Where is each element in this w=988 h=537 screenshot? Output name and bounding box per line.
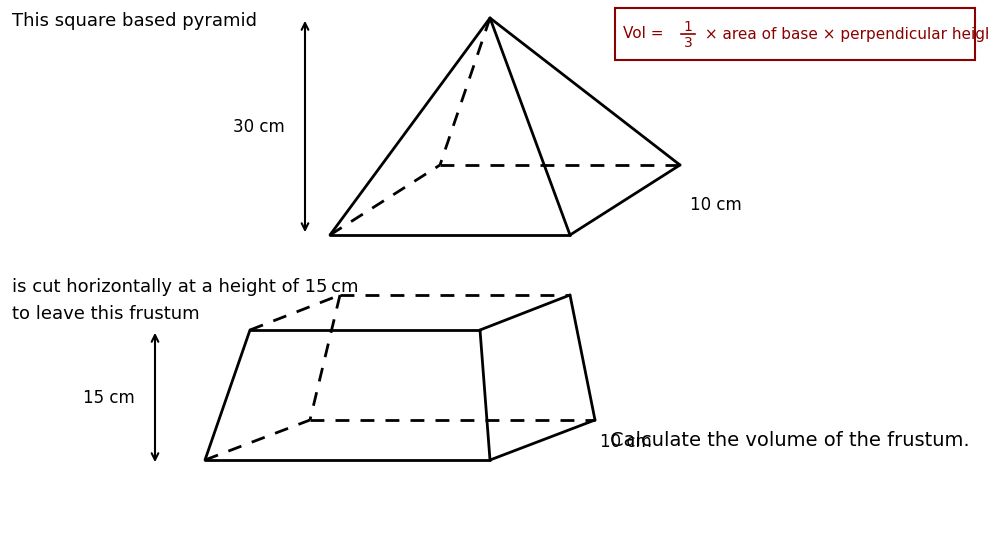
Text: 1: 1 [684,20,693,34]
Text: × area of base × perpendicular height: × area of base × perpendicular height [700,26,988,41]
Bar [615,8,975,60]
Text: Vol =: Vol = [623,26,668,41]
Text: Calculate the volume of the frustum.: Calculate the volume of the frustum. [610,431,969,449]
Text: to leave this frustum: to leave this frustum [12,305,200,323]
Text: 15 cm: 15 cm [83,389,135,407]
Text: is cut horizontally at a height of 15 cm: is cut horizontally at a height of 15 cm [12,278,359,296]
Text: 3: 3 [684,36,693,50]
Text: This square based pyramid: This square based pyramid [12,12,257,30]
Text: 10 cm: 10 cm [690,196,742,214]
Text: 10 cm: 10 cm [600,433,652,451]
Text: 30 cm: 30 cm [233,118,285,136]
